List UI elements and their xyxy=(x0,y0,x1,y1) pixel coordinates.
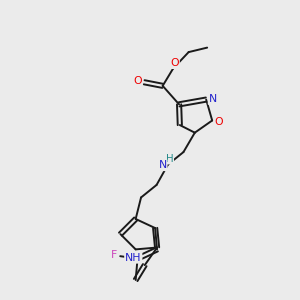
Text: NH: NH xyxy=(125,253,142,263)
Text: N: N xyxy=(158,160,167,170)
Text: O: O xyxy=(214,117,223,127)
Text: F: F xyxy=(110,250,117,260)
Text: O: O xyxy=(170,58,179,68)
Text: O: O xyxy=(133,76,142,86)
Text: H: H xyxy=(166,154,173,164)
Text: N: N xyxy=(208,94,217,104)
